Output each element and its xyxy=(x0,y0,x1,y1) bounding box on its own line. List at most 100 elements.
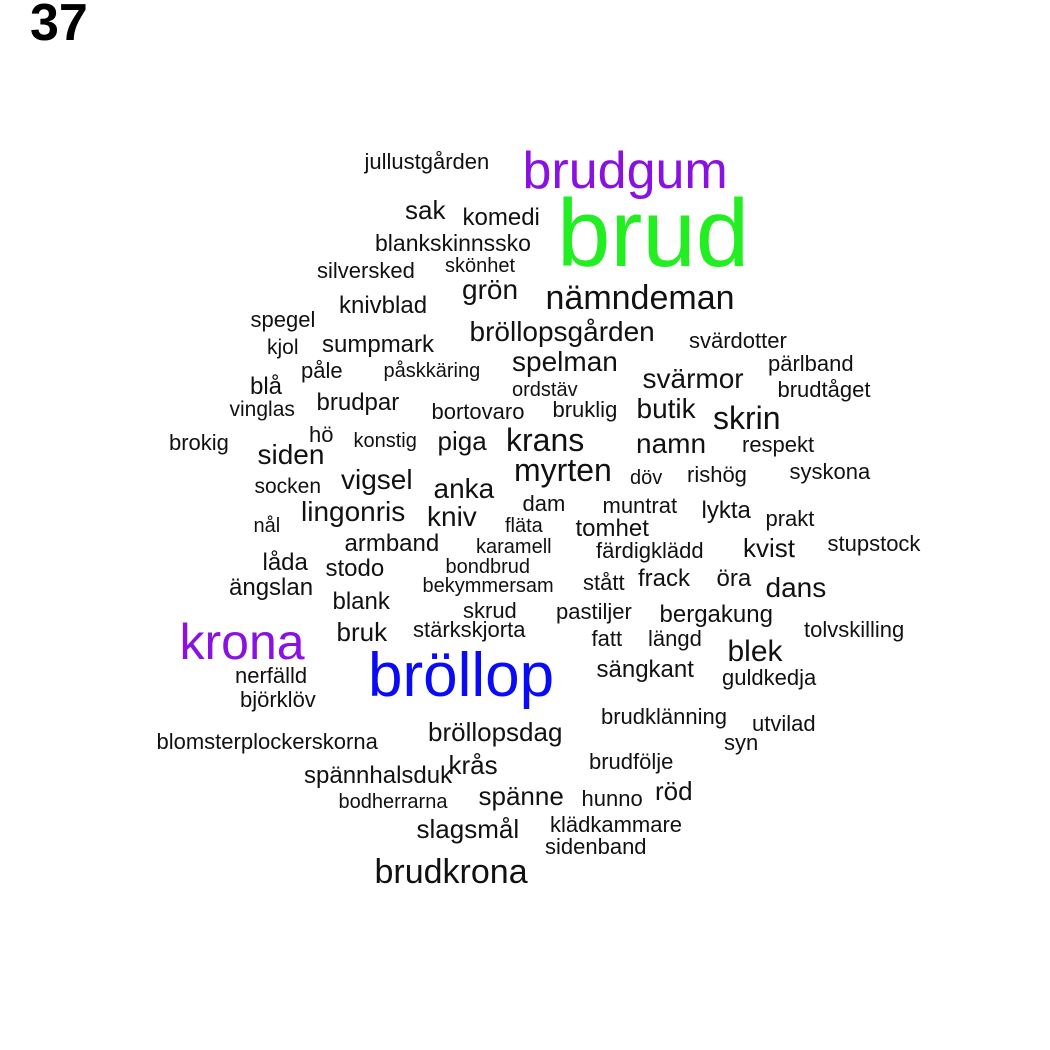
word-sidenband: sidenband xyxy=(545,833,647,859)
word-skrud: skrud xyxy=(463,597,517,623)
word-lingonris: lingonris xyxy=(301,495,406,527)
word-fatt: fatt xyxy=(591,625,623,651)
word-bergakung: bergakung xyxy=(659,600,773,628)
word-bla: blå xyxy=(250,372,283,400)
word-armband: armband xyxy=(344,529,440,557)
word-svarmor: svärmor xyxy=(642,362,744,394)
word-brud: brud xyxy=(557,179,750,287)
word-flata: fläta xyxy=(505,515,543,538)
word-ordstav: ordstäv xyxy=(512,379,578,402)
word-sak: sak xyxy=(405,194,446,225)
word-nal: nål xyxy=(253,515,281,538)
word-brudpar: brudpar xyxy=(316,388,400,416)
word-pastiljer: pastiljer xyxy=(556,598,632,624)
word-kjol: kjol xyxy=(267,336,299,360)
word-kvist: kvist xyxy=(743,532,795,563)
word-syskona: syskona xyxy=(789,458,871,484)
word-siden: siden xyxy=(257,438,325,470)
word-fardigkladd: färdigklädd xyxy=(596,537,704,563)
word-rod: röd xyxy=(655,775,693,806)
word-brudtaget: brudtåget xyxy=(777,376,871,402)
word-brollopsgarden: bröllopsgården xyxy=(469,315,655,347)
word-brudklanning: brudklänning xyxy=(601,703,727,729)
word-namn: namn xyxy=(636,427,707,459)
word-statt: stått xyxy=(583,569,625,595)
word-tolvskilling: tolvskilling xyxy=(804,616,905,642)
word-prakt: prakt xyxy=(765,505,815,531)
word-jullustgarden: jullustgården xyxy=(364,148,490,174)
word-langd: längd xyxy=(648,625,702,651)
word-angslan: ängslan xyxy=(229,573,314,601)
word-sumpmark: sumpmark xyxy=(322,330,435,358)
word-vinglas: vinglas xyxy=(229,398,295,422)
word-ho: hö xyxy=(309,421,334,447)
word-pale: påle xyxy=(301,357,343,383)
word-krona: krona xyxy=(179,613,305,670)
word-socken: socken xyxy=(254,475,322,499)
word-rishog: rishög xyxy=(687,461,747,487)
word-bruk: bruk xyxy=(336,616,388,647)
word-brudgum: brudgum xyxy=(522,141,728,200)
word-myrten: myrten xyxy=(514,452,612,489)
word-spannhalsduk: spännhalsduk xyxy=(304,761,453,789)
word-slagsmal: slagsmål xyxy=(416,813,520,844)
word-bodherrarna: bodherrarna xyxy=(338,791,448,814)
word-stodo: stodo xyxy=(325,554,385,582)
word-spelman: spelman xyxy=(512,345,618,377)
word-lykta: lykta xyxy=(701,496,751,524)
word-knivblad: knivblad xyxy=(339,291,428,319)
word-svardotter: svärdotter xyxy=(689,327,787,353)
word-nerfalld: nerfälld xyxy=(235,662,308,688)
word-dov: döv xyxy=(630,467,663,490)
word-vigsel: vigsel xyxy=(341,463,413,495)
word-piga: piga xyxy=(437,425,487,456)
word-blank: blank xyxy=(332,587,390,615)
word-blek: blek xyxy=(727,635,783,669)
word-butik: butik xyxy=(636,392,696,424)
word-stupstock: stupstock xyxy=(827,530,921,556)
word-frack: frack xyxy=(638,564,691,592)
word-skonhet: skönhet xyxy=(445,255,516,278)
word-respekt: respekt xyxy=(742,431,815,457)
word-brokig: brokig xyxy=(169,429,229,455)
word-bondbrud: bondbrud xyxy=(445,556,531,579)
word-bortovaro: bortovaro xyxy=(431,398,525,424)
word-paskkaring: påskkäring xyxy=(383,360,481,383)
word-kladkammare: klädkammare xyxy=(550,811,683,837)
word-hunno: hunno xyxy=(581,785,643,811)
word-kniv: kniv xyxy=(427,500,477,532)
word-guldkedja: guldkedja xyxy=(722,664,817,690)
word-lada: låda xyxy=(262,548,308,576)
word-dans: dans xyxy=(765,571,827,603)
word-muntrat: muntrat xyxy=(602,492,678,518)
word-parlband: pärlband xyxy=(768,350,854,376)
word-karamell: karamell xyxy=(476,536,552,559)
word-krans: krans xyxy=(506,422,585,459)
word-kras: krås xyxy=(448,749,498,780)
word-silversked: silversked xyxy=(317,257,415,283)
word-brollop: bröllop xyxy=(368,641,555,711)
cloud-number-label: 37 xyxy=(30,0,88,52)
word-sangkant: sängkant xyxy=(596,655,694,683)
word-brollopsdag: bröllopsdag xyxy=(428,716,563,747)
word-bekymmersam: bekymmersam xyxy=(422,575,554,598)
word-ora: öra xyxy=(716,564,752,592)
word-anka: anka xyxy=(433,472,495,504)
word-utvilad: utvilad xyxy=(752,710,816,736)
word-namndeman: nämndeman xyxy=(545,279,735,318)
word-brudkrona: brudkrona xyxy=(374,853,528,892)
word-brudfolje: brudfölje xyxy=(589,748,674,774)
word-gron: grön xyxy=(462,273,519,305)
word-spegel: spegel xyxy=(250,306,316,332)
word-blankskinnssko: blankskinnssko xyxy=(375,229,531,256)
word-bjorklov: björklöv xyxy=(240,686,316,712)
word-bruklig: bruklig xyxy=(552,396,618,422)
word-skrin: skrin xyxy=(713,400,781,437)
word-blomsterplockerskorna: blomsterplockerskorna xyxy=(156,728,378,754)
word-tomhet: tomhet xyxy=(575,514,649,542)
word-spanne: spänne xyxy=(478,780,564,811)
word-syn: syn xyxy=(724,729,759,755)
word-dam: dam xyxy=(522,490,566,516)
word-komedi: komedi xyxy=(462,203,540,231)
